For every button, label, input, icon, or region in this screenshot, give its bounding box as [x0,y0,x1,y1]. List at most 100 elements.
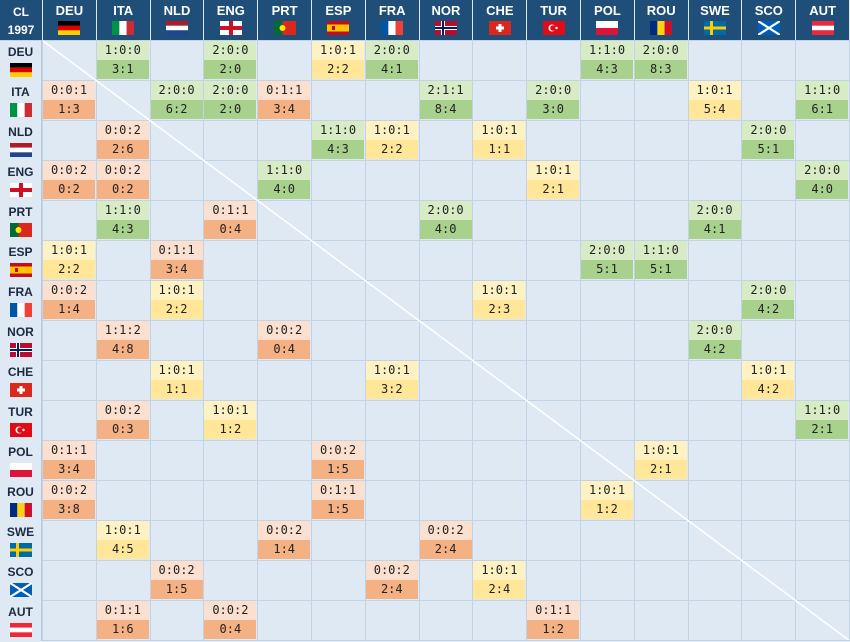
column-header-code: POL [594,3,621,18]
match-goals: 4:1 [365,60,418,79]
match-record: 0:0:2 [43,161,95,180]
match-goals: 3:8 [43,500,95,519]
match-goals: 4:2 [742,380,795,399]
match-cell-sco-che: 1:0:1 2:4 [473,561,526,599]
match-goals: 6:1 [796,100,849,119]
match-goals: 1:5 [150,580,203,599]
match-cell-eng-deu: 0:0:2 0:2 [43,161,95,199]
match-goals: 1:2 [204,420,257,439]
match-cell-nld-fra: 1:0:1 2:2 [365,121,418,159]
match-record: 0:0:2 [204,601,257,620]
match-cell-esp-rou: 1:1:0 5:1 [634,241,687,279]
match-cell-deu-eng: 2:0:0 2:0 [204,41,257,79]
match-record: 1:0:1 [365,361,418,380]
match-record: 0:0:2 [96,161,149,180]
match-cell-sco-nld: 0:0:2 1:5 [150,561,203,599]
match-record: 0:0:2 [150,561,203,580]
match-record: 1:0:1 [365,121,418,140]
match-cell-tur-aut: 1:1:0 2:1 [796,401,849,439]
column-header-esp: ESP [312,0,365,40]
tur-flag-icon [542,21,565,35]
match-cell-pol-esp: 0:0:2 1:5 [312,441,364,479]
match-goals: 4:8 [96,340,149,359]
match-goals: 2:1 [796,420,849,439]
nor-flag-icon [434,21,457,35]
column-header-che: CHE [473,0,527,40]
row-header-code: ENG [7,165,34,179]
match-record: 1:0:1 [150,361,203,380]
rou-flag-icon [650,21,673,35]
match-cell-prt-ita: 1:1:0 4:3 [96,201,149,239]
column-header-deu: DEU [43,0,96,40]
eng-flag-icon [219,21,242,35]
match-record: 0:0:2 [96,401,149,420]
match-record: 1:0:1 [473,281,526,300]
match-record: 2:0:0 [796,161,849,180]
rou-flag-icon [10,503,32,517]
match-record: 1:0:1 [150,281,203,300]
row-header-code: TUR [8,405,33,419]
match-cell-aut-tur: 0:1:1 1:2 [527,601,580,639]
row-header-code: FRA [8,285,33,299]
match-goals: 0:2 [96,180,149,199]
column-header-rou: ROU [634,0,688,40]
match-goals: 6:2 [150,100,203,119]
match-goals: 5:1 [581,260,633,279]
match-cell-ita-nor: 2:1:1 8:4 [419,81,472,119]
match-cell-swe-prt: 0:0:2 1:4 [258,521,311,559]
match-goals: 0:2 [43,180,95,199]
row-header-eng: ENG [0,161,42,201]
match-record: 1:1:0 [312,121,364,140]
column-header-code: DEU [55,3,84,18]
match-goals: 3:4 [150,260,203,279]
column-header-prt: PRT [258,0,311,40]
match-record: 2:0:0 [419,201,472,220]
match-goals: 2:4 [365,580,418,599]
row-header-deu: DEU [0,41,42,81]
match-record: 1:0:1 [527,161,580,180]
column-header-ita: ITA [96,0,150,40]
match-record: 2:1:1 [419,81,472,100]
match-cell-ita-eng: 2:0:0 2:0 [204,81,257,119]
match-cell-nor-prt: 0:0:2 0:4 [258,321,311,359]
pol-flag-icon [10,463,32,477]
match-record: 0:1:1 [312,481,364,500]
match-cell-fra-sco: 2:0:0 4:2 [742,281,795,319]
match-record: 0:1:1 [96,601,149,620]
ita-flag-icon [10,103,32,117]
match-cell-ita-aut: 1:1:0 6:1 [796,81,849,119]
nld-flag-icon [165,21,188,35]
grid-line-horizontal [0,560,850,561]
row-header-nor: NOR [0,321,42,361]
row-header-code: DEU [7,45,34,59]
row-header-code: ITA [11,85,30,99]
column-header-code: NOR [431,3,461,18]
match-cell-ita-swe: 1:0:1 5:4 [688,81,741,119]
match-record: 1:0:1 [473,561,526,580]
match-record: 1:1:0 [258,161,311,180]
match-record: 0:1:1 [150,241,203,260]
column-header-tur: TUR [527,0,580,40]
match-goals: 2:2 [43,260,95,279]
grid-line-horizontal [0,440,850,441]
match-goals: 2:2 [150,300,203,319]
column-header-code: AUT [809,3,836,18]
match-goals: 4:5 [96,540,149,559]
match-cell-eng-tur: 1:0:1 2:1 [527,161,580,199]
match-cell-ita-deu: 0:0:1 1:3 [43,81,95,119]
match-cell-rou-esp: 0:1:1 1:5 [312,481,364,519]
match-goals: 2:2 [365,140,418,159]
match-cell-aut-ita: 0:1:1 1:6 [96,601,149,639]
match-cell-swe-nor: 0:0:2 2:4 [419,521,472,559]
row-header-code: SCO [7,565,34,579]
match-goals: 5:4 [688,100,741,119]
che-flag-icon [488,21,511,35]
match-goals: 4:1 [688,220,741,239]
column-header-aut: AUT [796,0,849,40]
match-goals: 2:1 [527,180,580,199]
match-goals: 3:4 [258,100,311,119]
match-cell-nld-esp: 1:1:0 4:3 [312,121,364,159]
match-record: 2:0:0 [581,241,633,260]
fra-flag-icon [381,21,404,35]
match-goals: 3:4 [43,460,95,479]
